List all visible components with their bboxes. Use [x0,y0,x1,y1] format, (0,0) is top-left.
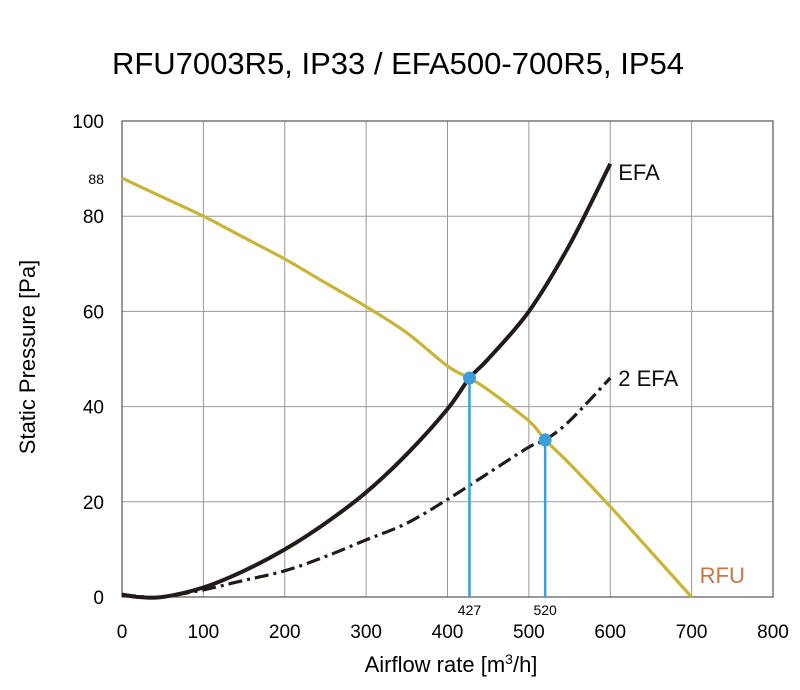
y-tick-label: 0 [93,588,104,609]
x-axis-label-superscript: 3 [505,651,513,667]
x-tick-label: 300 [350,622,382,643]
y-axis-label: Static Pressure [Pa] [15,260,40,454]
y-tick-label: 80 [83,207,104,228]
x-axis-label: Airflow rate [m3/h] [365,651,538,677]
series-label-rfu: RFU [700,563,745,588]
chart-title: RFU7003R5, IP33 / EFA500-700R5, IP54 [112,46,684,81]
x-tick-label: 500 [513,622,545,643]
series-label-efa: EFA [618,160,660,185]
series-labels: RFU EFA 2 EFA [618,160,745,588]
operating-point-marker [462,371,476,385]
gridlines [122,121,773,597]
y-tick-labels: 0 20 40 60 80 100 88 [72,112,104,609]
x-axis-label-base: Airflow rate [m [365,652,506,677]
x-tick-label: 400 [432,622,464,643]
series-lines [121,162,693,600]
x-tick-label: 100 [188,622,220,643]
x-tick-label: 600 [594,622,626,643]
operating-point-marker [538,433,552,447]
x-tick-label: 200 [269,622,301,643]
y-tick-label: 100 [72,112,104,133]
y-tick-label: 20 [83,493,104,514]
series-line-rfu [121,176,693,599]
y-tick-label-extra: 88 [88,171,104,187]
y-tick-label: 40 [83,398,104,419]
series-label-2-efa: 2 EFA [618,366,678,391]
x-tick-label: 700 [676,622,708,643]
operating-points: 427 520 [458,371,557,618]
x-tick-labels: 0 100 200 300 400 500 600 700 800 [117,622,789,643]
x-tick-label: 0 [117,622,128,643]
plot-frame [121,120,774,598]
operating-point-label: 427 [458,602,482,618]
x-axis-label-tail: /h] [513,652,537,677]
operating-point-label: 520 [533,602,557,618]
x-tick-label: 800 [757,622,789,643]
y-tick-label: 60 [83,302,104,323]
